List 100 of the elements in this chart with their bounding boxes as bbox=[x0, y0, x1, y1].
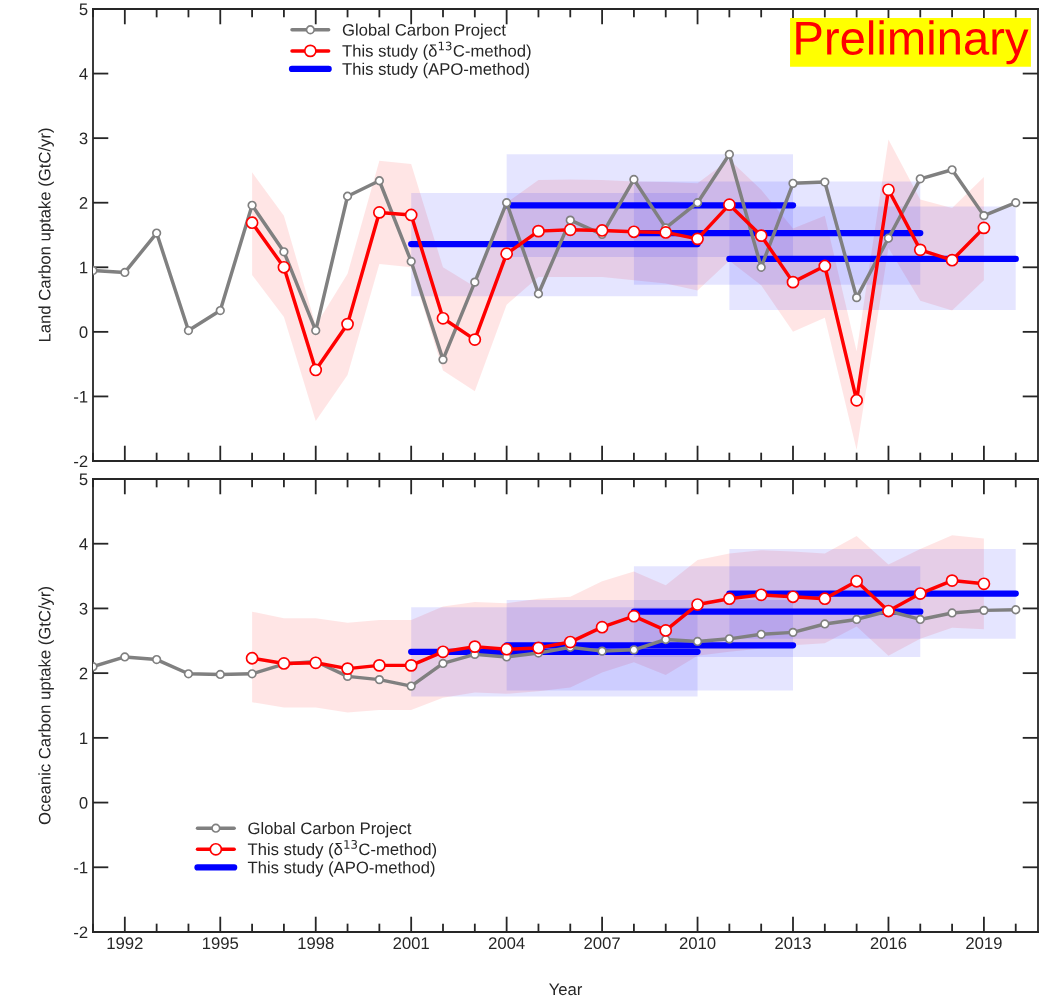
x-tick-label: 2001 bbox=[393, 937, 429, 950]
y-tick-label: 3 bbox=[79, 132, 88, 145]
legend-label: Global Carbon Project bbox=[342, 23, 506, 40]
point bbox=[820, 177, 830, 187]
y-tick-label: -1 bbox=[74, 391, 88, 403]
x-tick-label: 2004 bbox=[488, 937, 525, 950]
y-tick-label: -1 bbox=[74, 861, 88, 874]
point bbox=[341, 662, 354, 676]
point bbox=[245, 651, 259, 665]
x-tick-label: 2019 bbox=[966, 937, 1002, 950]
point bbox=[563, 635, 577, 649]
point bbox=[722, 198, 736, 212]
point bbox=[945, 253, 959, 267]
point bbox=[311, 325, 321, 336]
point bbox=[372, 658, 386, 672]
annotation: Preliminary bbox=[796, 20, 1029, 65]
point bbox=[754, 588, 768, 602]
x-tick-label: 2013 bbox=[775, 937, 811, 950]
point bbox=[1011, 198, 1021, 208]
point bbox=[120, 652, 130, 662]
point bbox=[883, 233, 894, 243]
point bbox=[151, 654, 162, 665]
y-tick-label: 1 bbox=[80, 261, 88, 274]
y-tick-label: -2 bbox=[74, 926, 88, 939]
point bbox=[754, 229, 768, 243]
point bbox=[183, 325, 194, 336]
point bbox=[629, 174, 639, 185]
point bbox=[404, 658, 418, 672]
point bbox=[500, 642, 514, 656]
x-tick-label: 1998 bbox=[298, 937, 334, 950]
point bbox=[629, 645, 639, 655]
point bbox=[563, 223, 577, 237]
point bbox=[977, 577, 991, 591]
point bbox=[565, 215, 575, 225]
point bbox=[627, 225, 641, 239]
point bbox=[788, 178, 798, 188]
point bbox=[436, 645, 450, 659]
point bbox=[818, 592, 832, 606]
point bbox=[756, 262, 766, 272]
point bbox=[692, 198, 703, 208]
point bbox=[788, 627, 798, 638]
point bbox=[533, 289, 544, 299]
y-tick-label: 0 bbox=[79, 326, 88, 339]
x-tick-label: 2010 bbox=[679, 937, 716, 950]
point bbox=[595, 620, 609, 634]
point bbox=[374, 674, 385, 685]
point bbox=[341, 317, 354, 331]
point bbox=[786, 590, 800, 604]
point bbox=[913, 587, 927, 600]
y-tick-label: 5 bbox=[79, 3, 88, 16]
point bbox=[722, 592, 736, 606]
y-tick-label: 1 bbox=[80, 732, 88, 744]
point bbox=[915, 614, 925, 625]
x-tick-label: 1992 bbox=[107, 937, 143, 950]
point bbox=[500, 247, 514, 261]
point bbox=[979, 210, 989, 221]
point bbox=[820, 619, 830, 629]
point bbox=[247, 669, 257, 679]
point bbox=[724, 149, 735, 159]
point bbox=[532, 224, 545, 238]
point bbox=[309, 363, 323, 377]
y-tick-label: 4 bbox=[79, 68, 88, 80]
point bbox=[692, 636, 703, 647]
legend-label: This study (δ$^{13}$C-method) bbox=[342, 41, 531, 61]
point bbox=[277, 260, 291, 274]
x-tick-label: 2007 bbox=[584, 937, 620, 950]
point bbox=[501, 198, 512, 208]
point bbox=[1011, 605, 1021, 615]
point bbox=[786, 275, 800, 289]
point bbox=[247, 200, 257, 210]
y-tick-label: 0 bbox=[79, 796, 88, 809]
legend-label: This study (δ$^{13}$C-method) bbox=[247, 840, 437, 859]
point bbox=[183, 669, 194, 679]
point bbox=[913, 243, 927, 257]
point bbox=[979, 605, 989, 616]
point bbox=[818, 259, 832, 273]
y-tick-label: -2 bbox=[74, 455, 88, 468]
point bbox=[151, 228, 162, 238]
point bbox=[372, 206, 386, 219]
x-tick-label: 1995 bbox=[203, 937, 239, 950]
point bbox=[851, 614, 862, 625]
point bbox=[724, 634, 735, 644]
point bbox=[627, 609, 641, 623]
point bbox=[245, 216, 259, 230]
point bbox=[406, 681, 416, 691]
y-tick-label: 5 bbox=[79, 473, 88, 486]
x-axis-title: Year bbox=[549, 983, 583, 996]
y-tick-label: 2 bbox=[79, 667, 88, 680]
point bbox=[468, 640, 482, 654]
point bbox=[850, 393, 864, 407]
y-tick-label: 2 bbox=[79, 197, 88, 209]
point bbox=[215, 305, 225, 316]
y-tick-label: 3 bbox=[79, 602, 88, 615]
legend-label: Global Carbon Project bbox=[248, 821, 412, 838]
point bbox=[659, 226, 673, 239]
point bbox=[404, 208, 418, 222]
point bbox=[436, 311, 450, 325]
point bbox=[342, 191, 353, 201]
legend-label: This study (APO-method) bbox=[247, 861, 435, 877]
point bbox=[947, 165, 957, 175]
